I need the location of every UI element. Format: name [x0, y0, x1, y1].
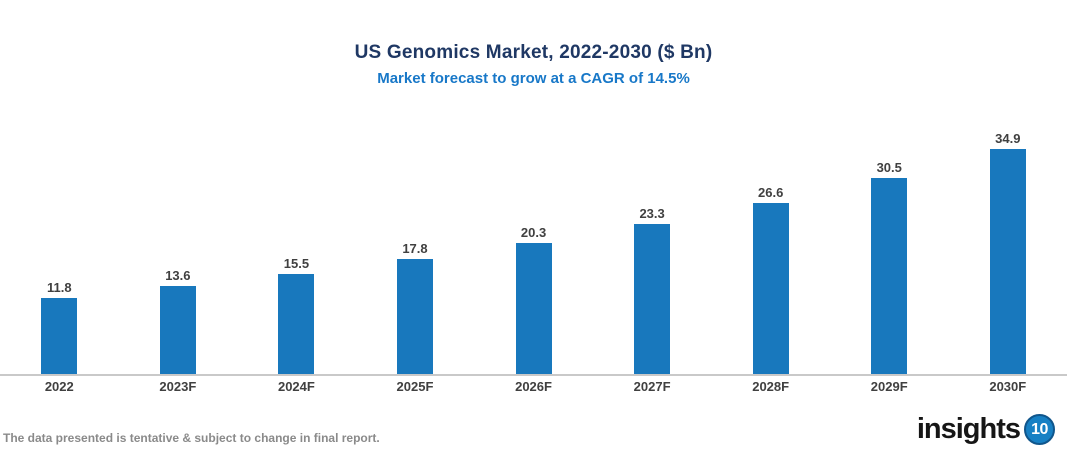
bar-column-2030F: 34.9 [949, 124, 1067, 374]
bar-value-label-2030F: 34.9 [995, 131, 1021, 146]
bar-column-2024F: 15.5 [237, 124, 356, 374]
chart-subtitle: Market forecast to grow at a CAGR of 14.… [377, 70, 690, 87]
bar-column-2026F: 20.3 [474, 124, 593, 374]
bar-column-2029F: 30.5 [830, 124, 949, 374]
bar-value-label-2029F: 30.5 [876, 160, 902, 175]
logo-wordmark: insights [916, 413, 1021, 445]
bar-column-2025F: 17.8 [356, 124, 475, 374]
x-axis-label-2022: 2022 [44, 379, 74, 394]
bar-chart-plot-area: 11.8 13.6 15.5 17.8 20.3 23.3 26.6 30.5 34.9 [0, 124, 1067, 374]
bar-value-label-2026F: 20.3 [520, 225, 547, 240]
bar-value-label-2022: 11.8 [46, 280, 72, 295]
insights10-logo: insights 10 [917, 413, 1055, 446]
bar-2023F [159, 286, 196, 374]
x-axis-line [0, 374, 1067, 376]
bar-value-label-2028F: 26.6 [758, 185, 784, 200]
bar-2030F [989, 149, 1026, 374]
bar-column-2027F: 23.3 [593, 124, 712, 374]
bar-value-label-2023F: 13.6 [165, 268, 191, 283]
bar-2026F [515, 243, 552, 374]
x-axis-label-2029F: 2029F [870, 379, 908, 394]
x-axis-label-2026F: 2026F [515, 379, 552, 394]
x-axis-label-2028F: 2028F [752, 379, 790, 394]
bar-column-2028F: 26.6 [711, 124, 830, 374]
x-axis-label-2025F: 2025F [396, 379, 434, 394]
chart-title: US Genomics Market, 2022-2030 ($ Bn) [354, 42, 713, 63]
bar-2025F [396, 259, 433, 374]
x-axis-label-2023F: 2023F [159, 379, 197, 394]
x-axis-label-2024F: 2024F [277, 379, 315, 394]
bar-column-2023F: 13.6 [119, 124, 238, 374]
chart-header: US Genomics Market, 2022-2030 ($ Bn) Mar… [0, 42, 1067, 87]
bar-value-label-2027F: 23.3 [639, 206, 665, 221]
x-axis-labels-row: 2022 2023F 2024F 2025F 2026F 2027F 2028F 2029F 2… [0, 379, 1067, 394]
bar-2028F [752, 203, 789, 374]
bar-2022 [41, 298, 78, 374]
bar-2029F [871, 178, 908, 374]
disclaimer-text: The data presented is tentative & subjec… [3, 431, 380, 445]
bar-2024F [278, 274, 315, 374]
logo-badge-10: 10 [1024, 414, 1055, 445]
x-axis-label-2030F: 2030F [989, 379, 1027, 394]
x-axis-label-2027F: 2027F [633, 379, 671, 394]
bar-2027F [634, 224, 671, 374]
bar-value-label-2024F: 15.5 [283, 256, 310, 271]
bar-column-2022: 11.8 [0, 124, 119, 374]
bar-value-label-2025F: 17.8 [402, 241, 428, 256]
